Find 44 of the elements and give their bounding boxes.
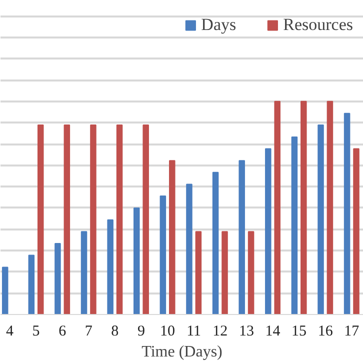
bar xyxy=(300,100,307,314)
x-tick-label: 16 xyxy=(318,324,334,340)
bar xyxy=(2,266,8,314)
bar xyxy=(64,124,70,314)
bar xyxy=(318,124,324,314)
x-tick-label: 9 xyxy=(137,324,145,340)
bar xyxy=(344,112,350,314)
x-tick-label: 5 xyxy=(32,324,40,340)
bar xyxy=(169,160,176,314)
x-tick-label: 14 xyxy=(265,324,281,340)
x-tick-label: 4 xyxy=(6,324,14,340)
bar xyxy=(274,100,280,314)
bar xyxy=(37,124,44,314)
bar xyxy=(265,148,272,314)
legend-label: Resources xyxy=(283,15,353,35)
x-axis-title: Time (Days) xyxy=(142,344,222,360)
x-tick-label: 6 xyxy=(58,324,67,340)
x-tick-label: 15 xyxy=(292,324,307,340)
bar xyxy=(186,184,192,314)
bar xyxy=(222,231,228,314)
x-tick-label: 13 xyxy=(238,324,254,340)
bar xyxy=(160,196,166,314)
x-tick-label: 10 xyxy=(160,324,176,340)
bar xyxy=(353,148,360,314)
bar xyxy=(90,124,96,314)
bar xyxy=(116,124,123,314)
legend-label: Days xyxy=(201,15,236,35)
bar xyxy=(107,219,114,314)
bar xyxy=(80,231,88,314)
x-tick-label: 8 xyxy=(111,324,119,340)
x-tick-label: 12 xyxy=(212,324,228,340)
bar xyxy=(133,207,140,314)
x-tick-label: 7 xyxy=(84,324,93,340)
x-tick-label: 11 xyxy=(186,324,202,340)
bar xyxy=(28,254,35,314)
bar xyxy=(248,231,254,314)
bar xyxy=(212,172,219,314)
x-tick-label: 17 xyxy=(344,324,360,340)
bar xyxy=(142,124,149,314)
bar xyxy=(238,160,245,314)
bar xyxy=(291,136,298,314)
bar xyxy=(195,231,202,314)
bar xyxy=(326,100,334,314)
bar xyxy=(54,243,61,314)
